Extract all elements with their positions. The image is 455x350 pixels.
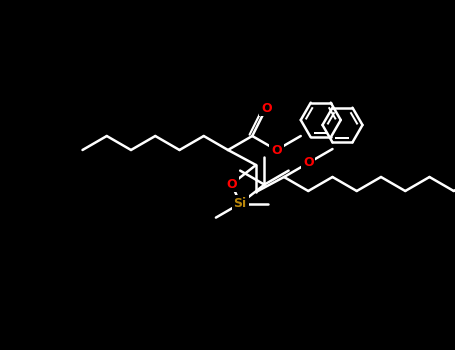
Text: O: O [271,144,282,156]
Text: Si: Si [233,197,247,210]
Text: O: O [303,156,313,169]
Text: O: O [227,177,237,190]
Text: O: O [261,102,272,114]
